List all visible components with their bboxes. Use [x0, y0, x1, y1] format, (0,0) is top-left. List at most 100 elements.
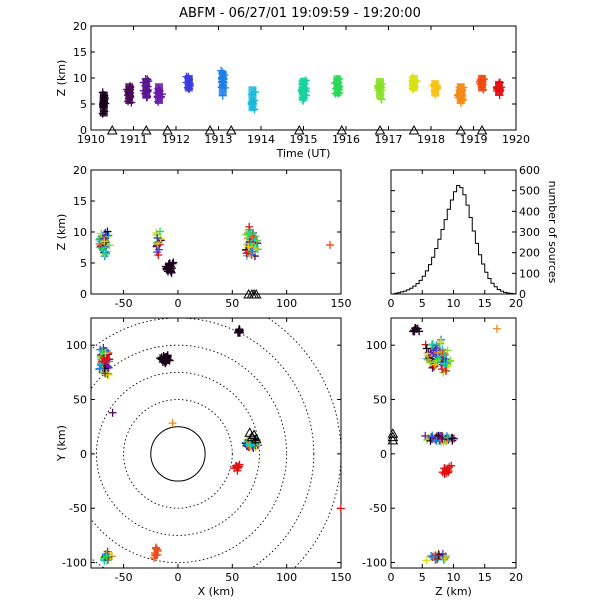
source-point — [104, 370, 113, 379]
source-point — [100, 357, 109, 366]
source-point — [445, 463, 454, 472]
source-point — [432, 436, 441, 445]
source-point — [333, 83, 342, 92]
source-point — [248, 232, 257, 241]
source-point — [422, 556, 431, 565]
source-point — [300, 85, 309, 94]
ground-strike-marker — [387, 431, 399, 442]
x-tick-label: 1912 — [162, 133, 190, 146]
plan-view-panel: -50 0 50 100 150 -100 -50 0 50 100 X (km) Y (km) — [55, 317, 352, 598]
y-tick-label: 100 — [66, 339, 87, 352]
source-point — [427, 551, 436, 560]
source-point — [95, 364, 104, 373]
plot-frame — [390, 169, 517, 295]
x-tick-label: 1916 — [332, 133, 360, 146]
source-point — [95, 239, 104, 248]
x-tick-label: 1910 — [77, 133, 105, 146]
source-point — [169, 258, 178, 267]
source-point — [413, 324, 422, 333]
source-point — [422, 344, 431, 353]
source-point — [167, 268, 176, 277]
source-point — [142, 92, 151, 101]
plot-frame — [90, 317, 342, 569]
ground-strike-marker — [455, 124, 467, 135]
source-point — [219, 81, 228, 90]
y-tick-label: 500 — [519, 185, 540, 198]
x-tick-label: 1919 — [460, 133, 488, 146]
source-point — [335, 88, 344, 97]
source-point — [248, 98, 257, 107]
source-point — [495, 83, 504, 92]
source-point — [409, 81, 418, 90]
range-ring — [150, 426, 206, 482]
source-point — [456, 91, 465, 100]
figure-title: ABFM - 06/27/01 19:09:59 - 19:20:00 — [179, 6, 421, 21]
source-point — [440, 360, 449, 369]
source-point — [242, 249, 251, 258]
x-tick-label: 0 — [174, 571, 181, 584]
source-point — [249, 99, 258, 108]
y-tick-label: 50 — [73, 394, 87, 407]
source-point — [375, 78, 384, 87]
source-point — [377, 94, 386, 103]
source-point — [435, 339, 444, 348]
source-point — [154, 89, 163, 98]
source-point — [233, 464, 242, 473]
y-tick-label: -100 — [62, 557, 87, 570]
plot-frame — [90, 169, 342, 295]
x-axis-label: Z (km) — [435, 585, 472, 598]
x-tick-label: -50 — [115, 571, 133, 584]
y-tick-label: 20 — [73, 164, 87, 177]
source-point — [444, 468, 453, 477]
source-point — [446, 357, 455, 366]
source-point — [100, 237, 109, 246]
source-point — [477, 82, 486, 91]
source-point — [99, 353, 108, 362]
x-tick-label: 1914 — [247, 133, 275, 146]
range-ring — [91, 344, 288, 563]
source-point — [156, 227, 165, 236]
source-point — [427, 432, 436, 441]
y-tick-label: 5 — [80, 257, 87, 270]
y-tick-label: 10 — [73, 226, 87, 239]
source-point — [244, 230, 253, 239]
y-height-panel: 0 5 10 15 20 -100 -50 0 50 100 Z (km) — [362, 317, 523, 598]
source-point — [250, 105, 259, 114]
source-point — [326, 241, 335, 250]
y-tick-label: 15 — [73, 46, 87, 59]
ground-strike-marker — [225, 124, 237, 135]
y-tick-label: -50 — [369, 502, 387, 515]
source-point — [220, 71, 229, 80]
source-point — [430, 81, 439, 90]
y-tick-label: 600 — [519, 164, 540, 177]
source-point — [144, 77, 153, 86]
source-point — [139, 86, 148, 95]
y-tick-label: 300 — [519, 226, 540, 239]
source-point — [431, 82, 440, 91]
source-point — [99, 98, 108, 107]
y-axis-label: Z (km) — [55, 60, 68, 97]
x-axis-label: Time (UT) — [276, 147, 331, 160]
y-tick-label: 100 — [519, 267, 540, 280]
y-tick-label: 0 — [80, 288, 87, 301]
histogram-steps — [391, 185, 517, 295]
y-tick-label: -100 — [362, 557, 387, 570]
ground-strike-marker — [204, 124, 216, 135]
source-point — [165, 260, 174, 269]
ground-strike-marker — [250, 433, 262, 444]
y-tick-label: 10 — [73, 72, 87, 85]
x-tick-label: 20 — [509, 571, 523, 584]
source-point — [98, 347, 107, 356]
source-point — [331, 89, 340, 98]
source-point — [218, 91, 227, 100]
source-point — [162, 353, 171, 362]
y-tick-label: 400 — [519, 205, 540, 218]
source-point — [428, 340, 437, 349]
y-axis-label: Y (km) — [55, 425, 68, 462]
source-point — [156, 93, 165, 102]
source-point — [125, 90, 134, 99]
x-tick-label: 5 — [419, 297, 426, 310]
source-point — [126, 88, 135, 97]
source-point — [168, 419, 177, 428]
